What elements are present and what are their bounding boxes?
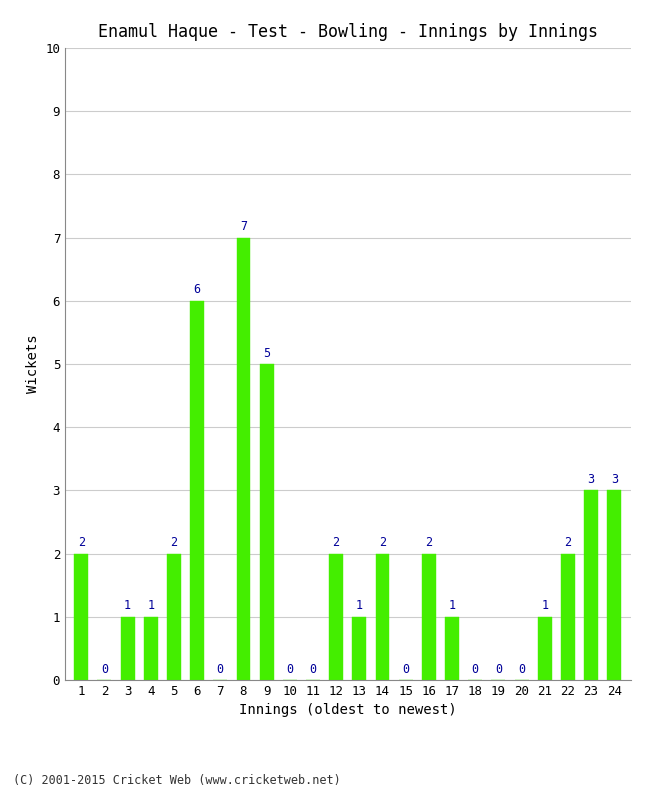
Bar (329, 554, 343, 680)
Bar (237, 238, 250, 680)
Text: 0: 0 (472, 662, 479, 675)
Text: 0: 0 (286, 662, 293, 675)
Bar (607, 490, 621, 680)
Text: (C) 2001-2015 Cricket Web (www.cricketweb.net): (C) 2001-2015 Cricket Web (www.cricketwe… (13, 774, 341, 787)
Text: 2: 2 (564, 536, 571, 549)
X-axis label: Innings (oldest to newest): Innings (oldest to newest) (239, 703, 456, 718)
Text: 0: 0 (101, 662, 108, 675)
Text: 1: 1 (448, 599, 456, 612)
Bar (190, 301, 204, 680)
Bar (144, 617, 158, 680)
Bar (260, 364, 274, 680)
Text: 0: 0 (402, 662, 410, 675)
Text: 7: 7 (240, 220, 247, 233)
Text: 2: 2 (77, 536, 84, 549)
Bar (422, 554, 436, 680)
Text: 2: 2 (170, 536, 177, 549)
Bar (121, 617, 135, 680)
Bar (445, 617, 459, 680)
Text: 1: 1 (124, 599, 131, 612)
Text: 6: 6 (194, 283, 201, 296)
Bar (167, 554, 181, 680)
Text: 0: 0 (518, 662, 525, 675)
Bar (352, 617, 367, 680)
Text: 1: 1 (541, 599, 549, 612)
Bar (74, 554, 88, 680)
Text: 1: 1 (356, 599, 363, 612)
Text: 3: 3 (611, 473, 618, 486)
Text: 2: 2 (425, 536, 432, 549)
Text: 3: 3 (588, 473, 595, 486)
Text: 1: 1 (147, 599, 154, 612)
Text: 5: 5 (263, 346, 270, 359)
Text: 2: 2 (333, 536, 340, 549)
Y-axis label: Wickets: Wickets (25, 334, 40, 394)
Bar (584, 490, 598, 680)
Text: 0: 0 (216, 662, 224, 675)
Bar (561, 554, 575, 680)
Bar (376, 554, 389, 680)
Text: 0: 0 (495, 662, 502, 675)
Title: Enamul Haque - Test - Bowling - Innings by Innings: Enamul Haque - Test - Bowling - Innings … (98, 23, 598, 41)
Bar (538, 617, 552, 680)
Text: 2: 2 (379, 536, 386, 549)
Text: 0: 0 (309, 662, 317, 675)
